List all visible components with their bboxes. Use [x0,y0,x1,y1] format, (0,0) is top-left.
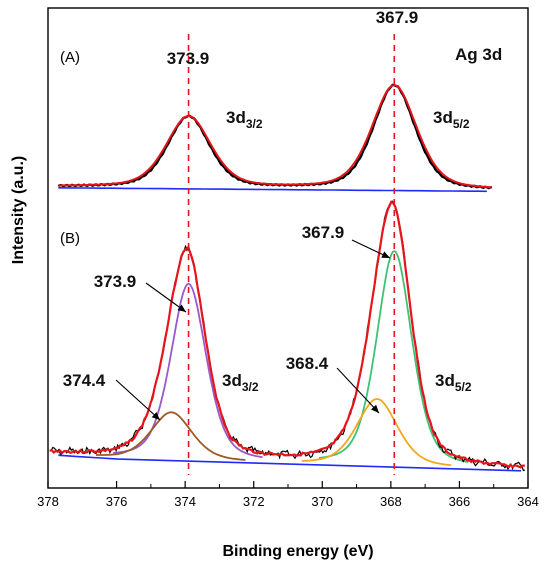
panel-b-component-368.4 [301,398,452,467]
chart-title: Ag 3d [455,45,502,64]
x-tick-label-368: 368 [380,494,402,509]
x-tick-label-366: 366 [449,494,471,509]
panel-a-background [58,187,487,193]
arrow-368-4 [336,367,380,414]
x-axis-title: Binding energy (eV) [222,543,373,560]
peak-label-373.9: 373.9 [167,49,210,68]
panel-b-experimental [49,200,526,472]
orbital-label-3d5/2: 3d5/2 [433,108,470,131]
panel-b-component-373.9 [113,282,263,459]
arrow-367-9-head [381,251,390,258]
x-tick-label-364: 364 [517,494,539,509]
x-tick-label-376: 376 [106,494,128,509]
panel-b-fit [49,200,525,469]
orbital-label-3d3/2: 3d3/2 [222,371,259,394]
panel-a-experimental [57,83,493,190]
panel-a-label: (A) [60,49,80,66]
annotations: 367.9 373.9 3d3/2 3d5/2 367.9 373.9 374.4 368.4… [63,8,472,421]
arrow-368-4-head [370,404,379,413]
plot-border [47,7,529,489]
peak-label-367.9: 367.9 [376,8,419,27]
curves-layer [49,83,526,472]
x-ticks: 378 376 374 372 370 368 366 364 [37,481,539,509]
x-tick-label-370: 370 [311,494,333,509]
arrow-374-4-head [151,412,160,420]
x-tick-label-378: 378 [37,494,59,509]
panel-b-background [58,454,522,472]
orbital-label-3d3/2: 3d3/2 [226,108,263,131]
arrow-374-4 [115,379,161,421]
orbital-label-3d5/2: 3d5/2 [435,371,472,394]
peak-label-373.9: 373.9 [94,272,137,291]
plot-frame [47,7,529,489]
panel-b-label: (B) [60,230,80,247]
arrow-373-9 [145,282,187,313]
panel-b-component-374.4 [96,411,246,461]
peak-label-374.4: 374.4 [63,371,106,390]
y-axis-title: Intensity (a.u.) [10,156,27,264]
reference-lines [187,34,396,475]
peak-label-367.9: 367.9 [302,223,345,242]
x-tick-label-374: 374 [174,494,196,509]
arrow-373-9-head [177,304,186,312]
panel-a-fit [58,84,493,189]
x-tick-label-372: 372 [243,494,265,509]
peak-label-368.4: 368.4 [286,354,329,373]
